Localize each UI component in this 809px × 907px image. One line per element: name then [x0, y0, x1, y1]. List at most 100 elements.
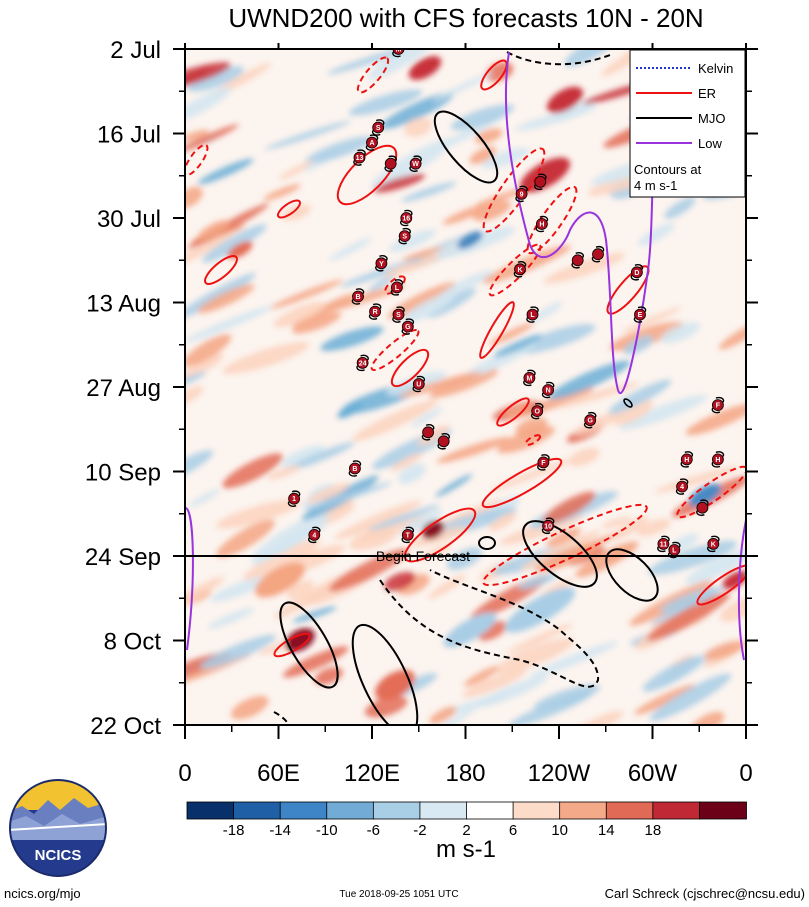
field-patch [417, 425, 450, 446]
storm-label: N [546, 388, 551, 395]
field-patch [189, 489, 220, 508]
er-contour-negative [185, 143, 209, 177]
field-core [255, 562, 305, 598]
footer-right: Carl Schreck (cjschrec@ncsu.edu) [605, 886, 805, 901]
field-patch [637, 223, 675, 246]
field-core [504, 587, 576, 633]
storm-marker [696, 499, 709, 516]
storm-dot [542, 384, 554, 396]
field-patch [432, 71, 494, 102]
storm-arm [409, 155, 422, 172]
storm-marker: A [365, 134, 379, 151]
storm-label: O [534, 409, 540, 416]
field-patch [306, 482, 350, 504]
field-patch [368, 504, 440, 531]
storm-arm [541, 517, 555, 534]
er-contour-negative [524, 434, 542, 446]
storm-arm [696, 499, 709, 516]
storm-label: T [406, 532, 411, 539]
y-tick-label: 10 Sep [85, 460, 161, 487]
er-contour [204, 255, 238, 285]
storm-arm [308, 526, 321, 544]
field-patch [499, 515, 583, 545]
storm-arm [400, 209, 413, 227]
storm-label: G [587, 418, 593, 425]
colorbar-swatch [419, 801, 468, 820]
storm-label: 4 [312, 532, 316, 539]
storm-label: L [530, 312, 535, 319]
legend-box [629, 49, 746, 198]
field-patch [429, 706, 457, 725]
field-core [227, 241, 253, 259]
field-core [688, 483, 722, 507]
field-patch [185, 273, 256, 320]
field-patch [463, 666, 499, 687]
field-patch [278, 160, 314, 180]
field-patch [399, 510, 443, 536]
storm-label: W [412, 161, 419, 168]
storm-marker: S [392, 306, 405, 323]
logo-ring [9, 779, 107, 877]
field-patch [187, 66, 244, 92]
mjo-contour [605, 548, 659, 602]
legend-low-label: Low [698, 136, 722, 151]
storm-label: M [526, 375, 532, 382]
x-tick-label: 0 [739, 760, 752, 787]
storm-marker [421, 424, 435, 441]
field-patch [410, 526, 468, 547]
field-patch [574, 411, 623, 436]
storm-arm [633, 306, 647, 323]
storm-marker: B [351, 288, 365, 305]
field-patch [654, 466, 740, 493]
storm-dot [366, 136, 378, 149]
storm-marker: 16 [400, 209, 413, 227]
field-patch [411, 407, 443, 427]
storm-marker: 10 [541, 517, 555, 534]
storm-marker: G [401, 318, 415, 335]
storm-dot [288, 492, 301, 505]
storm-arm [535, 215, 549, 233]
storm-dot [536, 218, 548, 230]
field-patch [634, 684, 695, 715]
field-patch [548, 360, 631, 400]
er-contour [479, 301, 515, 359]
field-patch [320, 326, 384, 351]
er-contour-negative [356, 56, 390, 94]
colorbar-swatch [326, 801, 375, 820]
storm-arm [591, 246, 605, 263]
field-patch [328, 548, 409, 592]
storm-arm [630, 264, 644, 281]
colorbar-tick-label: 2 [462, 822, 470, 839]
y-tick-label: 30 Jul [97, 206, 161, 233]
field-patch [273, 301, 326, 328]
storm-arm [368, 303, 382, 320]
field-patch [251, 522, 328, 566]
storm-marker [534, 173, 547, 190]
footer-center: Tue 2018-09-25 1051 UTC [339, 889, 458, 900]
mjo-contour-negative [273, 711, 291, 725]
field-patch [243, 538, 321, 581]
storm-label: 1 [292, 496, 296, 503]
storm-label: 10 [544, 523, 552, 530]
storm-dot [348, 462, 361, 475]
storm-arm [675, 478, 689, 495]
field-patch [621, 307, 682, 334]
field-patch [462, 669, 527, 698]
storm-marker: 9 [515, 185, 528, 203]
storm-dot [634, 308, 646, 321]
storm-marker [571, 252, 584, 269]
er-contour-negative [526, 185, 578, 255]
storm-arm [707, 535, 720, 553]
field-patch [612, 516, 649, 540]
storm-dot [369, 305, 382, 318]
field-patch [210, 575, 273, 602]
storm-arm [384, 155, 397, 172]
forecast-divider: Begin Forecast [185, 548, 746, 564]
storm-marker: H [535, 215, 549, 233]
field-patch [201, 224, 267, 263]
storm-dot [592, 248, 604, 261]
colorbar-units: m s-1 [436, 836, 496, 863]
legend-note-line1: Contours at [634, 162, 702, 177]
field-patch [292, 293, 355, 328]
